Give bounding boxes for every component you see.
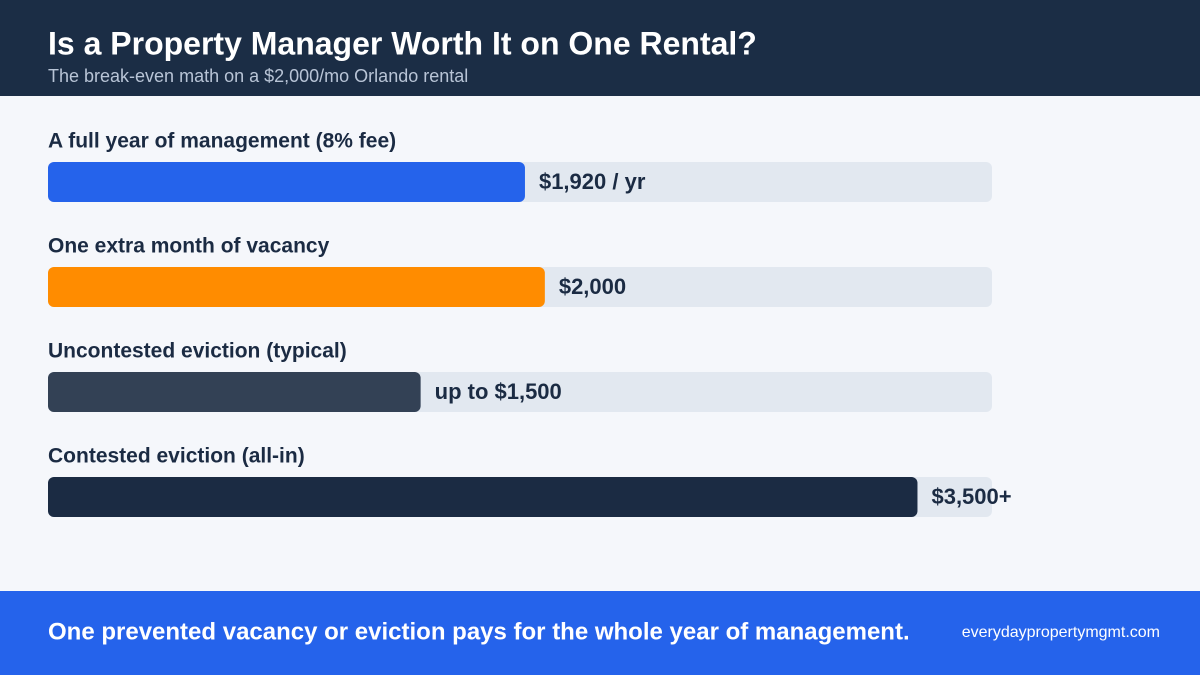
header bbox=[0, 0, 1200, 96]
category-label: One extra month of vacancy bbox=[48, 235, 330, 258]
bar bbox=[48, 267, 545, 307]
bar bbox=[48, 477, 918, 517]
value-label: $2,000 bbox=[559, 274, 626, 299]
chart-title: Is a Property Manager Worth It on One Re… bbox=[48, 25, 757, 61]
bar bbox=[48, 162, 525, 202]
value-label: $3,500+ bbox=[931, 484, 1011, 509]
source: everydaypropertymgmt.com bbox=[962, 624, 1160, 641]
chart-subtitle: The break-even math on a $2,000/mo Orlan… bbox=[48, 66, 468, 86]
bar bbox=[48, 372, 421, 412]
value-label: $1,920 / yr bbox=[539, 169, 646, 194]
value-label: up to $1,500 bbox=[435, 379, 562, 404]
category-label: A full year of management (8% fee) bbox=[48, 130, 396, 153]
category-label: Uncontested eviction (typical) bbox=[48, 340, 347, 363]
footer-text: One prevented vacancy or eviction pays f… bbox=[48, 618, 910, 645]
footer bbox=[0, 591, 1200, 675]
category-label: Contested eviction (all-in) bbox=[48, 445, 305, 468]
